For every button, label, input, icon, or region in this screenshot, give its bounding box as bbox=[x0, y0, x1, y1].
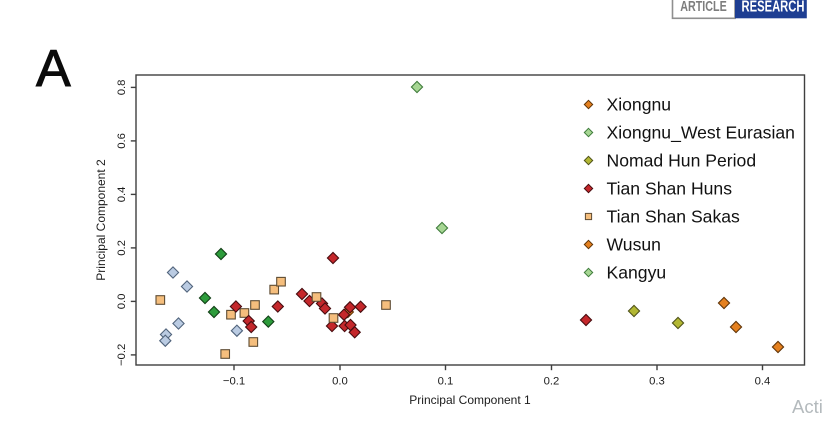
svg-text:Wusun: Wusun bbox=[607, 235, 661, 255]
svg-text:0.2: 0.2 bbox=[116, 240, 128, 256]
svg-text:ARTICLE: ARTICLE bbox=[680, 0, 727, 15]
svg-text:0.1: 0.1 bbox=[438, 376, 454, 388]
svg-text:Xiongnu: Xiongnu bbox=[607, 95, 672, 115]
svg-text:−0.1: −0.1 bbox=[223, 376, 245, 388]
svg-text:Nomad Hun Period: Nomad Hun Period bbox=[607, 151, 757, 171]
svg-text:Kangyu: Kangyu bbox=[607, 263, 667, 283]
svg-text:Tian Shan Huns: Tian Shan Huns bbox=[607, 179, 733, 199]
svg-text:0.6: 0.6 bbox=[116, 133, 128, 149]
svg-text:RESEARCH: RESEARCH bbox=[742, 0, 805, 15]
svg-text:0.8: 0.8 bbox=[116, 80, 128, 96]
svg-text:Acti: Acti bbox=[792, 396, 823, 417]
svg-text:A: A bbox=[36, 40, 71, 98]
svg-text:Tian Shan Sakas: Tian Shan Sakas bbox=[607, 207, 741, 227]
svg-text:Xiongnu_West Eurasian: Xiongnu_West Eurasian bbox=[607, 123, 795, 144]
svg-text:0.2: 0.2 bbox=[544, 376, 560, 388]
svg-text:0.0: 0.0 bbox=[116, 294, 128, 310]
svg-text:0.0: 0.0 bbox=[332, 376, 348, 388]
svg-text:Principal Component 2: Principal Component 2 bbox=[94, 159, 108, 281]
svg-text:Principal Component 1: Principal Component 1 bbox=[409, 393, 531, 407]
svg-text:0.4: 0.4 bbox=[116, 187, 128, 203]
svg-text:0.4: 0.4 bbox=[755, 376, 771, 388]
svg-text:−0.2: −0.2 bbox=[116, 344, 128, 366]
svg-text:0.3: 0.3 bbox=[649, 376, 665, 388]
